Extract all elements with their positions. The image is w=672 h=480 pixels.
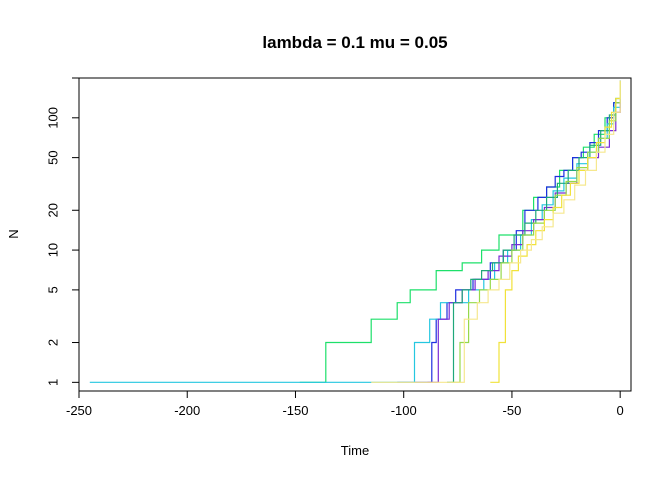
x-tick-label: -150 bbox=[282, 403, 308, 418]
series-line-4 bbox=[427, 80, 621, 383]
x-tick-label: -250 bbox=[66, 403, 92, 418]
y-tick-label: 20 bbox=[46, 203, 61, 217]
y-axis-ticks: 1 2 5 10 20 50 100 bbox=[46, 77, 79, 386]
x-axis-label: Time bbox=[341, 443, 369, 458]
series-line-2 bbox=[397, 80, 621, 383]
y-tick-label: 100 bbox=[46, 107, 61, 129]
series-line-5 bbox=[447, 80, 621, 383]
series-layer bbox=[89, 80, 621, 383]
plot-frame bbox=[78, 77, 632, 392]
series-line-3 bbox=[89, 80, 621, 383]
x-tick-label: -200 bbox=[174, 403, 200, 418]
y-tick-label: 50 bbox=[46, 150, 61, 164]
x-tick-label: -50 bbox=[503, 403, 522, 418]
x-axis-ticks: -250 -200 -150 -100 -50 0 bbox=[66, 391, 624, 418]
series-line-1 bbox=[299, 80, 621, 383]
series-line-7 bbox=[490, 80, 621, 383]
y-tick-label: 1 bbox=[46, 379, 61, 386]
y-tick-label: 2 bbox=[46, 339, 61, 346]
x-tick-label: -100 bbox=[391, 403, 417, 418]
chart-title: lambda = 0.1 mu = 0.05 bbox=[262, 33, 447, 52]
y-tick-label: 5 bbox=[46, 286, 61, 293]
y-tick-label: 10 bbox=[46, 243, 61, 257]
y-axis-label: N bbox=[6, 229, 21, 238]
x-tick-label: 0 bbox=[617, 403, 624, 418]
series-line-8 bbox=[371, 80, 621, 383]
